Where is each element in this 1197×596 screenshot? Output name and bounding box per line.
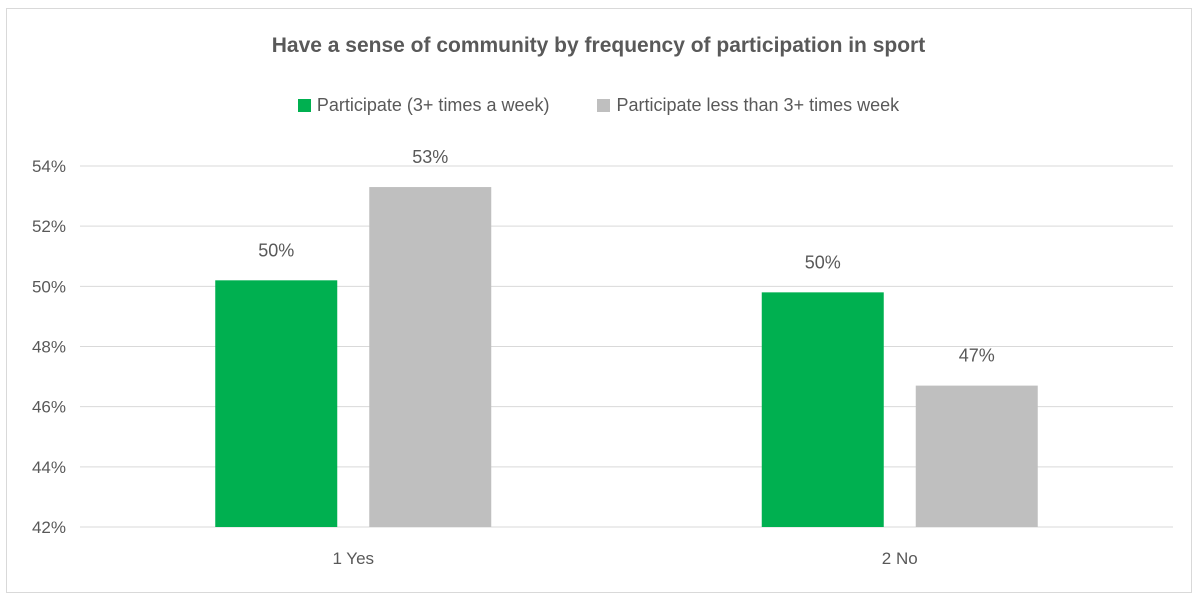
x-tick-label-1: 1 Yes bbox=[332, 549, 374, 568]
bar-2-series-2 bbox=[915, 385, 1038, 527]
y-tick-label-1: 44% bbox=[32, 458, 66, 477]
legend-swatch-series-2 bbox=[597, 99, 611, 112]
chart-legend: Participate (3+ times a week) Participat… bbox=[0, 95, 1197, 116]
legend-label-series-1: Participate (3+ times a week) bbox=[316, 95, 550, 115]
legend-item-series-2: Participate less than 3+ times week bbox=[597, 95, 899, 116]
y-tick-label-0: 42% bbox=[32, 518, 66, 537]
data-label-2-series-1: 50% bbox=[805, 252, 841, 272]
data-label-2-series-2: 47% bbox=[959, 346, 995, 366]
data-label-1-series-1: 50% bbox=[258, 240, 294, 260]
x-tick-label-2: 2 No bbox=[882, 549, 918, 568]
bar-1-series-1 bbox=[215, 280, 338, 527]
data-label-1-series-2: 53% bbox=[412, 147, 448, 167]
y-tick-label-6: 54% bbox=[32, 157, 66, 176]
bar-2-series-1 bbox=[761, 292, 884, 527]
chart-title: Have a sense of community by frequency o… bbox=[271, 34, 926, 57]
legend-label-series-2: Participate less than 3+ times week bbox=[616, 95, 900, 115]
legend-item-series-1: Participate (3+ times a week) bbox=[297, 95, 550, 116]
bar-1-series-2 bbox=[369, 187, 492, 527]
y-tick-label-3: 48% bbox=[32, 338, 66, 357]
y-tick-label-5: 52% bbox=[32, 217, 66, 236]
legend-swatch-series-1 bbox=[297, 99, 311, 112]
y-tick-label-2: 46% bbox=[32, 398, 66, 417]
y-tick-label-4: 50% bbox=[32, 277, 66, 296]
